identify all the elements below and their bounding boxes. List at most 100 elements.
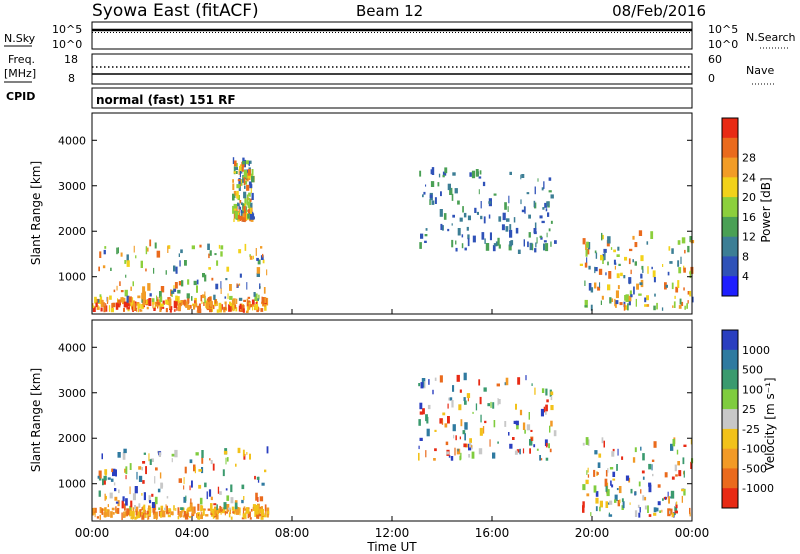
velocity-echo [266, 511, 270, 514]
power-echo [677, 280, 680, 288]
power-echo [244, 218, 246, 223]
power-echo [240, 209, 243, 213]
power-echo [181, 302, 183, 306]
velocity-echo [248, 511, 251, 518]
power-echo [475, 169, 479, 177]
power-echo [467, 238, 470, 247]
cpid-panel [91, 87, 693, 109]
power-echo [587, 249, 590, 255]
power-echo [142, 298, 145, 306]
velocity-echo [97, 475, 100, 479]
power-echo [243, 299, 246, 302]
power-echo [644, 297, 647, 303]
velocity-echo [531, 437, 533, 441]
velocity-echo [590, 512, 592, 517]
velocity-colorbar-tick: 500 [742, 364, 763, 377]
velocity-echo [462, 430, 466, 435]
velocity-echo [539, 455, 541, 461]
velocity-echo [210, 460, 213, 465]
velocity-echo [227, 507, 232, 510]
power-echo [247, 169, 251, 176]
velocity-echo [468, 454, 471, 458]
power-echo [628, 295, 632, 302]
power-echo [116, 247, 118, 255]
power-ytick-label: 1000 [58, 271, 86, 284]
power-echo [469, 172, 472, 177]
velocity-colorbar-tick: 1000 [742, 344, 770, 357]
velocity-echo [610, 480, 612, 486]
velocity-echo [180, 507, 184, 510]
velocity-panel: 1000 2000 3000 4000 Slant Range [km] [29, 319, 694, 522]
velocity-echo [113, 482, 116, 486]
velocity-echo [614, 494, 618, 501]
velocity-echo [183, 496, 187, 503]
power-echo [608, 271, 612, 279]
velocity-echo [459, 436, 461, 440]
velocity-echo [156, 513, 158, 520]
power-echo [595, 252, 598, 259]
velocity-echo [659, 510, 661, 513]
power-echo [231, 299, 235, 305]
velocity-echo [489, 439, 491, 447]
velocity-echo [478, 379, 481, 386]
power-echo [515, 227, 519, 234]
power-echo [199, 244, 202, 248]
velocity-echo [509, 443, 513, 449]
power-echo [422, 194, 424, 198]
velocity-echo [92, 508, 96, 512]
velocity-echo [665, 496, 667, 500]
velocity-echo [139, 509, 142, 517]
velocity-echo [230, 516, 233, 520]
velocity-echo [117, 452, 121, 458]
power-echo [187, 296, 190, 304]
power-echo [524, 206, 526, 214]
velocity-echo [195, 452, 199, 456]
velocity-echo [605, 501, 609, 508]
velocity-echo [604, 478, 608, 487]
power-echo [249, 211, 254, 220]
power-echo [686, 303, 688, 309]
power-echo [506, 218, 510, 222]
power-echo [523, 239, 525, 247]
power-echo [117, 298, 118, 305]
power-echo [689, 270, 692, 279]
power-echo [509, 229, 513, 238]
power-colorbar-swatch [722, 157, 738, 178]
power-echo [145, 268, 147, 272]
power-echo [635, 298, 637, 307]
power-echo [137, 308, 139, 313]
power-echo [244, 243, 247, 251]
velocity-echo [193, 464, 196, 472]
power-colorbar-swatch [722, 118, 738, 139]
power-echo [169, 306, 173, 310]
velocity-echo [214, 510, 217, 515]
velocity-echo [221, 511, 225, 514]
power-echo [147, 283, 151, 291]
velocity-echo [187, 507, 191, 511]
power-echo [598, 268, 603, 275]
power-echo [451, 239, 454, 248]
x-tick-label: 12:00 [375, 526, 410, 540]
power-echo [170, 289, 172, 297]
power-echo [247, 303, 249, 312]
velocity-echo [419, 411, 424, 415]
velocity-colorbar-swatch [722, 330, 738, 351]
velocity-echo [594, 450, 598, 455]
power-echo [174, 282, 178, 289]
power-echo [140, 309, 143, 312]
power-echo [124, 289, 128, 297]
cpid-label: CPID [6, 90, 35, 103]
power-echo [230, 304, 233, 312]
velocity-echo [241, 499, 244, 504]
power-echo [252, 306, 254, 311]
velocity-echo [204, 482, 207, 488]
power-echo [680, 256, 682, 264]
power-echo [480, 215, 483, 220]
power-echo [98, 266, 100, 272]
power-echo [208, 253, 210, 259]
power-echo [105, 303, 107, 311]
power-echo [484, 238, 486, 244]
velocity-echo [236, 507, 240, 514]
velocity-echo [677, 461, 680, 466]
velocity-echo [141, 493, 143, 496]
